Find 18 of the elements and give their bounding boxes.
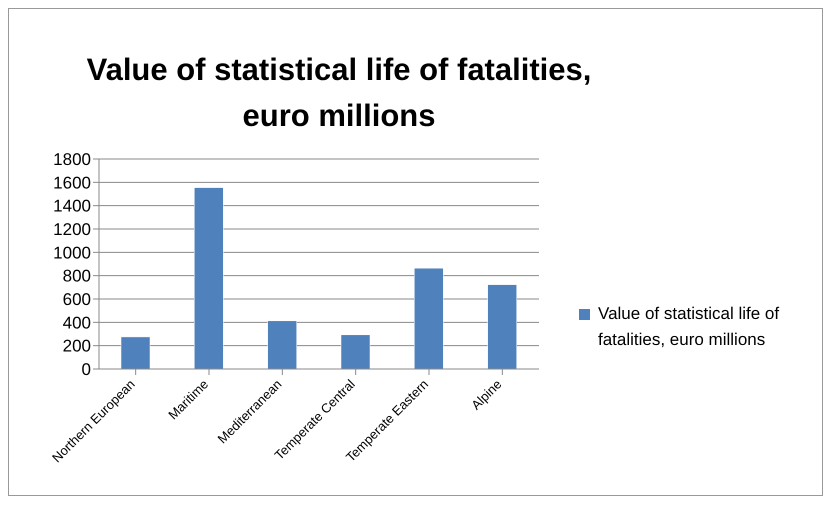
y-tick-label: 1200 (53, 220, 91, 240)
y-tick-label: 1800 (53, 150, 91, 170)
y-tick-label: 1000 (53, 243, 91, 262)
y-tick-label: 800 (62, 266, 91, 286)
bar (120, 336, 150, 369)
bar (194, 187, 224, 369)
bar (414, 268, 444, 369)
chart-title: Value of statistical life of fatalities, euro millions (86, 51, 592, 135)
y-tick-label: 0 (82, 360, 91, 380)
legend-label: Value of statistical life of fatalities, euro millions (598, 303, 780, 351)
bar (267, 320, 297, 369)
y-tick-label: 600 (62, 290, 91, 310)
y-tick-label: 200 (62, 336, 91, 356)
y-tick-label: 400 (62, 313, 91, 332)
bar (487, 284, 517, 369)
bar (340, 334, 370, 369)
y-tick-label: 1600 (53, 173, 91, 192)
y-tick-label: 1400 (53, 196, 91, 216)
